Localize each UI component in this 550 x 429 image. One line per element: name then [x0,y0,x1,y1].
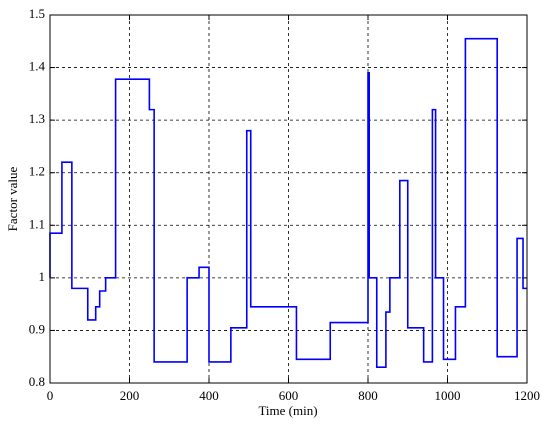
y-tick-label: 1.4 [29,59,46,74]
x-tick-label: 400 [199,388,219,403]
x-tick-label: 600 [279,388,299,403]
x-tick-label: 800 [358,388,378,403]
y-axis-label: Factor value [5,166,20,231]
x-tick-label: 1000 [435,388,461,403]
y-tick-label: 1.1 [29,216,45,231]
y-tick-label: 0.9 [29,321,45,336]
x-tick-label: 0 [47,388,54,403]
x-tick-label: 200 [120,388,140,403]
y-tick-label: 1.5 [29,6,45,21]
y-tick-label: 1.2 [29,164,45,179]
y-tick-label: 1 [39,269,46,284]
x-axis-label: Time (min) [258,403,317,418]
y-tick-label: 0.8 [29,374,45,389]
plot-frame [49,14,528,384]
y-tick-label: 1.3 [29,111,45,126]
x-tick-label: 1200 [514,388,540,403]
data-line [49,37,527,369]
